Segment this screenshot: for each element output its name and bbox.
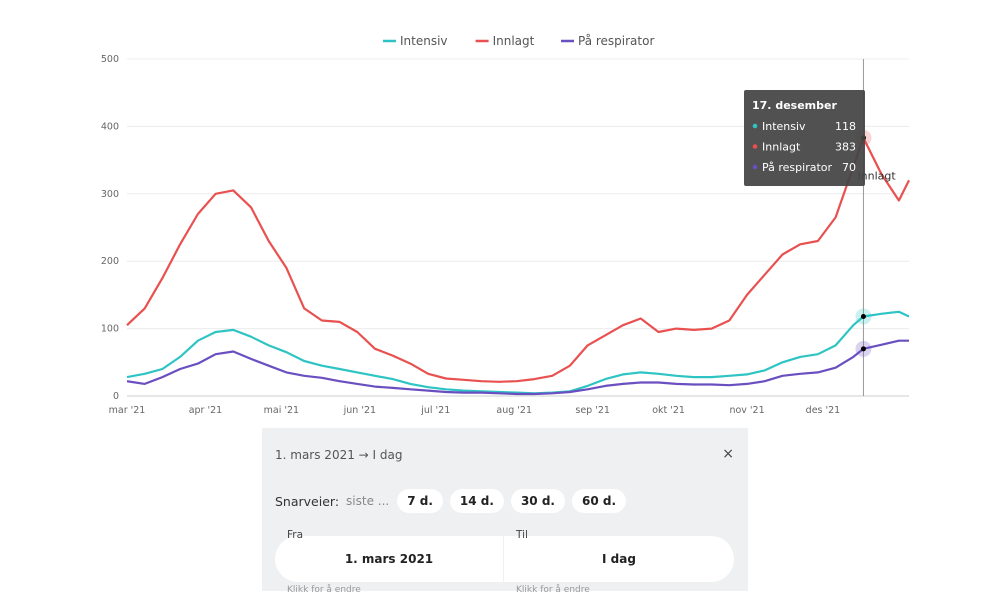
shortcuts-hint: siste ... (346, 494, 390, 508)
x-tick-label: apr '21 (189, 405, 222, 416)
close-icon[interactable]: × (722, 446, 734, 462)
x-tick-label: aug '21 (496, 405, 532, 416)
tooltip-dot (752, 164, 758, 170)
x-tick-label: mai '21 (264, 405, 299, 416)
x-tick-label: des '21 (806, 405, 841, 416)
legend-item: Innlagt (493, 34, 535, 48)
y-tick-label: 400 (101, 121, 119, 132)
to-label: Til (516, 529, 528, 541)
hover-point (860, 346, 866, 352)
x-tick-label: sep '21 (575, 405, 610, 416)
to-date-field[interactable]: I dag (504, 536, 734, 582)
date-range-panel: 1. mars 2021 → I dag × Snarveier: siste … (262, 428, 748, 595)
y-tick-label: 200 (101, 256, 119, 267)
from-hint: Klikk for å endre (287, 585, 361, 595)
x-tick-label: okt '21 (652, 405, 685, 416)
tooltip-title: 17. desember (752, 99, 837, 112)
tooltip-label: Intensiv (762, 120, 806, 133)
legend-item: På respirator (578, 34, 654, 48)
shortcut-60d-button[interactable]: 60 d. (571, 489, 627, 513)
y-tick-label: 100 (101, 324, 119, 335)
tooltip-dot (752, 123, 758, 129)
from-label: Fra (287, 529, 304, 541)
hover-point (860, 313, 866, 319)
to-hint: Klikk for å endre (516, 585, 590, 595)
date-range-summary: 1. mars 2021 → I dag (275, 448, 403, 462)
shortcut-14d-button[interactable]: 14 d. (449, 489, 504, 513)
tooltip-value: 118 (835, 120, 856, 133)
y-tick-label: 500 (101, 54, 119, 65)
series-line-på-respirator (126, 339, 909, 396)
from-date-field[interactable]: 1. mars 2021 (275, 536, 503, 582)
x-tick-label: jul '21 (420, 405, 450, 416)
line-chart: 0 100 200 300 400 500 mar '21 apr '21 mai '21 jun… (101, 34, 910, 416)
series-line-innlagt (126, 136, 910, 383)
tooltip-dot (752, 144, 758, 149)
legend-item: Intensiv (400, 34, 448, 48)
tooltip-label: Innlagt (762, 141, 801, 154)
x-tick-label: jun '21 (343, 405, 376, 416)
series-end-label: Innlagt (857, 170, 896, 183)
tooltip-value: 70 (842, 161, 856, 174)
tooltip-value: 383 (835, 141, 856, 154)
to-date-value: I dag (602, 552, 636, 566)
shortcut-30d-button[interactable]: 30 d. (510, 489, 565, 513)
shortcut-7d-button[interactable]: 7 d. (397, 489, 443, 513)
y-tick-label: 300 (101, 189, 119, 200)
tooltip-label: På respirator (762, 161, 833, 174)
tooltip-box (744, 90, 865, 186)
shortcuts-row: Snarveier: siste ... 7 d. 14 d. 30 d. 60… (275, 489, 633, 513)
shortcuts-label: Snarveier: (275, 493, 340, 509)
y-tick-label: 0 (113, 391, 119, 402)
x-tick-label: nov '21 (729, 405, 764, 416)
from-date-value: 1. mars 2021 (344, 552, 434, 566)
x-tick-label: mar '21 (109, 405, 146, 416)
